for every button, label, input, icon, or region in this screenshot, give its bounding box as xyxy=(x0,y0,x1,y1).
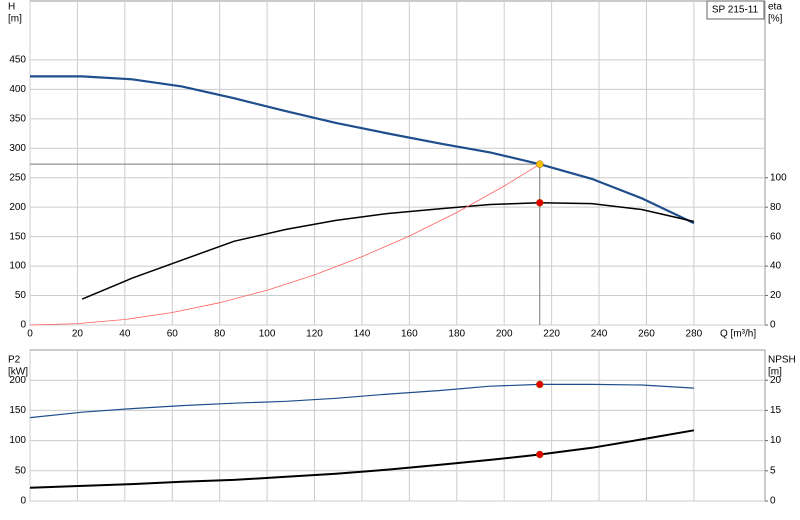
y2-tick-label: 20 xyxy=(770,290,782,301)
y-tick-label: 150 xyxy=(9,231,26,242)
curve xyxy=(29,429,695,489)
y2-tick-label: 80 xyxy=(770,202,782,213)
y-tick-label: 100 xyxy=(9,261,26,272)
y-tick-label: 0 xyxy=(20,496,26,507)
duty-point xyxy=(536,450,544,459)
y2-tick-label: 60 xyxy=(770,231,782,242)
y2-tick-label: 0 xyxy=(770,320,776,331)
y-tick-label: 200 xyxy=(9,202,26,213)
y-axis-unit: [m] xyxy=(8,14,22,25)
y-tick-label: 0 xyxy=(20,320,26,331)
curve xyxy=(30,75,695,225)
x-tick-label: 0 xyxy=(27,329,33,340)
x-tick-label: 240 xyxy=(591,329,608,340)
y2-axis-unit: [m] xyxy=(768,367,782,378)
y2-axis-label: NPSH xyxy=(768,355,796,366)
curve xyxy=(29,383,694,419)
y-tick-label: 400 xyxy=(9,84,26,95)
x-tick-label: 80 xyxy=(214,329,226,340)
duty-point xyxy=(536,199,544,207)
y2-axis-unit: [%] xyxy=(768,14,783,25)
x-tick-label: 280 xyxy=(686,329,703,340)
x-tick-label: 100 xyxy=(259,329,276,340)
y-tick-label: 50 xyxy=(15,290,27,301)
y-axis-label: H xyxy=(8,2,15,13)
y-tick-label: 150 xyxy=(9,405,26,416)
y2-tick-label: 40 xyxy=(770,261,782,272)
duty-point xyxy=(536,380,544,389)
y2-tick-label: 5 xyxy=(770,465,776,476)
y2-tick-label: 15 xyxy=(770,405,782,416)
x-tick-label: 220 xyxy=(543,329,560,340)
x-tick-label: 40 xyxy=(119,329,131,340)
y2-tick-label: 20 xyxy=(770,375,782,386)
annotation: SP 215-11 xyxy=(712,5,759,16)
x-tick-label: 20 xyxy=(72,329,84,340)
x-tick-label: 120 xyxy=(306,329,323,340)
x-tick-label: 160 xyxy=(401,329,418,340)
plot-area xyxy=(29,0,766,326)
y-axis-unit: [kW] xyxy=(8,367,28,378)
y-tick-label: 100 xyxy=(9,435,26,446)
y-tick-label: 300 xyxy=(9,143,26,154)
x-tick-label: 260 xyxy=(638,329,655,340)
y-axis-label: P2 xyxy=(8,355,21,366)
plot-area xyxy=(29,349,766,502)
y-tick-label: 200 xyxy=(9,375,26,386)
y-tick-label: 50 xyxy=(15,465,27,476)
duty-point xyxy=(536,160,544,168)
y-tick-label: 350 xyxy=(9,113,26,124)
curve xyxy=(29,163,541,326)
y-tick-label: 250 xyxy=(9,172,26,183)
x-tick-label: 200 xyxy=(496,329,513,340)
x-tick-label: 140 xyxy=(354,329,371,340)
x-tick-label: 180 xyxy=(448,329,465,340)
y2-tick-label: 0 xyxy=(770,496,776,507)
x-axis-label: Q [m³/h] xyxy=(720,329,756,340)
curve xyxy=(81,202,695,300)
y-tick-label: 450 xyxy=(9,55,26,66)
y2-axis-label: eta xyxy=(768,2,782,13)
y2-tick-label: 10 xyxy=(770,435,782,446)
x-tick-label: 60 xyxy=(167,329,179,340)
annotation-box xyxy=(706,0,765,20)
y2-tick-label: 100 xyxy=(770,172,787,183)
